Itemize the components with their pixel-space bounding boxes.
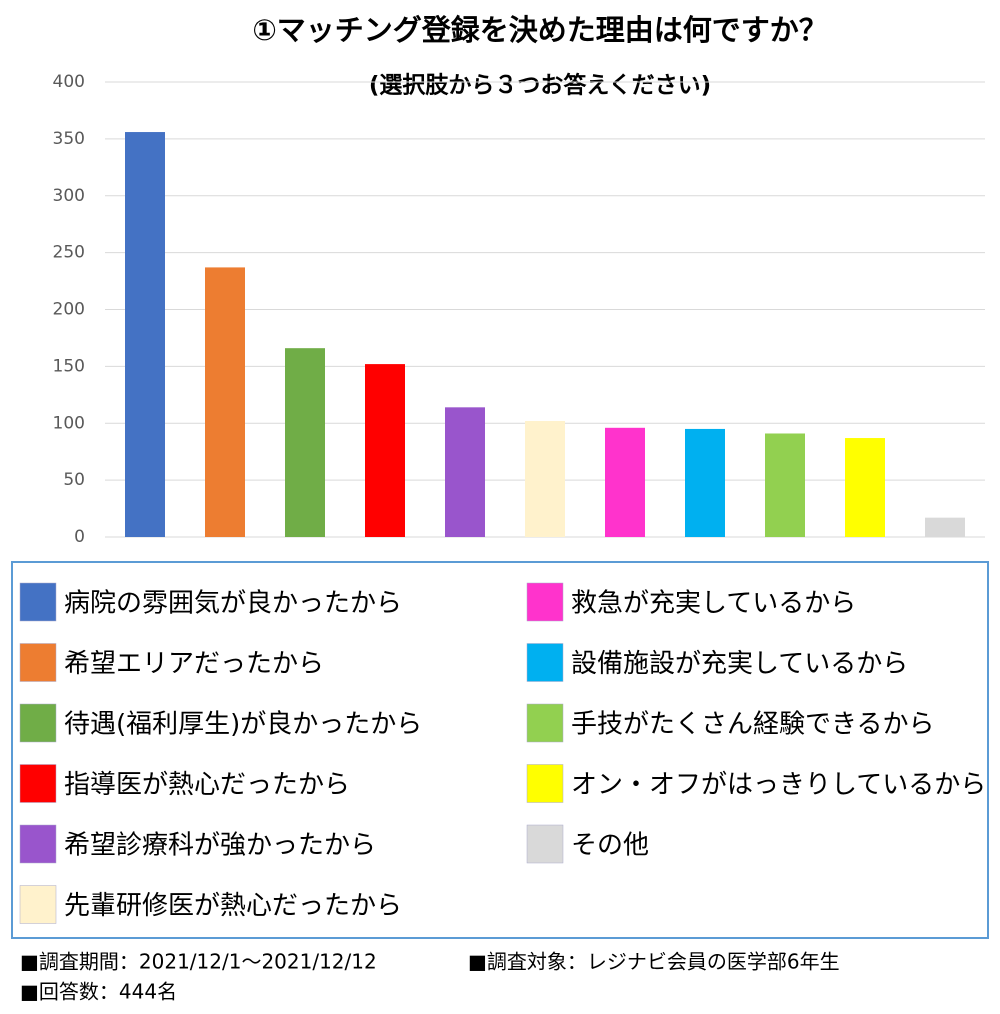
bar: [125, 132, 165, 538]
legend-swatch: [526, 764, 564, 803]
y-tick-label: 150: [53, 356, 85, 376]
bar: [685, 428, 725, 537]
bar: [765, 433, 805, 537]
legend-label: 希望診療科が強かったから: [64, 831, 376, 861]
legend-swatch: [19, 643, 57, 682]
bar: [445, 407, 485, 537]
legend-box: [11, 561, 989, 939]
bar: [605, 427, 645, 537]
y-tick-label: 50: [63, 470, 85, 490]
y-tick-label: 300: [53, 186, 85, 206]
legend-label: 先輩研修医が熱心だったから: [64, 891, 402, 921]
footer-note: ■調査対象：レジナビ会員の医学部6年生: [468, 950, 840, 974]
legend-label: オン・オフがはっきりしているから: [571, 770, 986, 800]
legend-label: 希望エリアだったから: [64, 649, 324, 679]
bar: [525, 420, 565, 537]
y-tick-label: 400: [53, 72, 85, 92]
legend-swatch: [526, 643, 564, 682]
legend-swatch: [526, 582, 564, 622]
y-tick-label: 0: [74, 527, 85, 547]
y-tick-label: 350: [53, 129, 85, 149]
bar: [925, 517, 965, 537]
chart-subtitle: (選択肢から３つお答えください): [369, 72, 711, 99]
footer-note: ■回答数：444名: [20, 980, 177, 1004]
bar: [205, 267, 245, 537]
bar: [285, 348, 325, 537]
legend-label: 手技がたくさん経験できるから: [571, 710, 934, 740]
legend-label: その他: [571, 831, 649, 861]
footer-note: ■調査期間：2021/12/1～2021/12/12: [20, 950, 377, 974]
bar: [845, 438, 885, 537]
legend-label: 設備施設が充実しているから: [571, 649, 908, 679]
legend-label: 待遇(福利厚生)が良かったから: [64, 710, 422, 740]
y-tick-label: 200: [53, 300, 85, 320]
y-tick-label: 250: [53, 243, 85, 263]
legend-swatch: [19, 824, 57, 864]
legend-swatch: [526, 824, 564, 864]
legend-label: 指導医が熱心だったから: [64, 770, 350, 800]
y-tick-label: 100: [53, 413, 85, 433]
legend-swatch: [526, 703, 564, 743]
legend-swatch: [19, 582, 57, 622]
chart-title: ①マッチング登録を決めた理由は何ですか？: [252, 13, 828, 47]
legend-label: 救急が充実しているから: [571, 589, 856, 619]
legend-swatch: [19, 764, 57, 803]
legend-swatch: [19, 703, 57, 743]
legend-swatch: [19, 885, 57, 924]
legend-label: 病院の雰囲気が良かったから: [64, 589, 402, 619]
bar: [365, 364, 405, 537]
